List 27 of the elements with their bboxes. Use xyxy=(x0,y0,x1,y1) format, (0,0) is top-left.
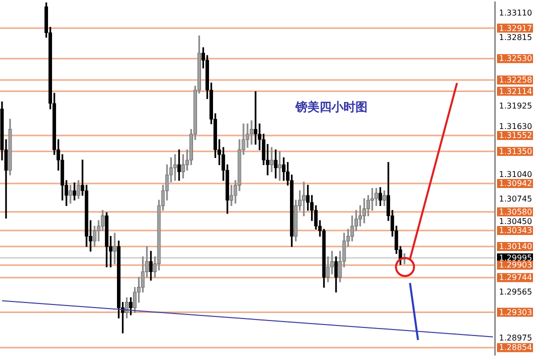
ref-line-label: 1.29744 xyxy=(499,273,532,282)
candlestick xyxy=(250,120,254,145)
ref-line-label: 1.30140 xyxy=(499,242,532,252)
y-tick-label: 1.30745 xyxy=(499,194,532,204)
candlestick xyxy=(173,154,177,181)
ref-line-label: 1.30580 xyxy=(499,207,532,216)
y-tick-label: 1.31925 xyxy=(499,102,532,111)
ref-line-label: 1.30343 xyxy=(499,226,532,236)
ref-line-label: 1.32530 xyxy=(499,54,532,64)
y-tick-label: 1.30450 xyxy=(499,217,532,226)
ref-line-label: 1.32114 xyxy=(499,86,532,96)
y-tick-label: 1.32815 xyxy=(499,32,532,42)
y-tick-label: 1.33110 xyxy=(499,8,532,18)
y-tick-label: 1.28975 xyxy=(499,334,532,343)
ref-line-label: 1.32258 xyxy=(499,76,532,85)
ref-line-label: 1.28854 xyxy=(499,343,532,352)
ref-line-label: 1.29903 xyxy=(499,260,532,270)
y-tick-label: 1.29565 xyxy=(499,287,532,296)
ref-line-label: 1.30942 xyxy=(499,179,532,188)
y-tick-label: 1.31630 xyxy=(499,122,532,132)
ref-line-label: 1.32917 xyxy=(499,24,532,33)
ref-line-label: 1.29303 xyxy=(499,308,532,317)
ref-line-label: 1.31350 xyxy=(499,146,532,156)
ref-line-label: 1.29995 xyxy=(499,253,532,262)
y-tick-label: 1.31040 xyxy=(499,170,532,180)
text: 镑美四小时图 xyxy=(294,100,368,114)
ref-line-label: 1.31552 xyxy=(499,131,532,140)
